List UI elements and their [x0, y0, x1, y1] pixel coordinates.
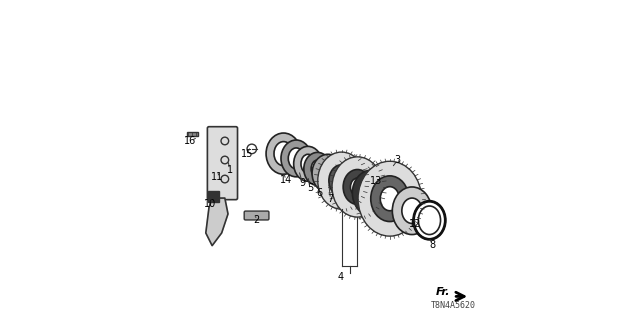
Text: 4: 4 — [337, 272, 344, 282]
Ellipse shape — [419, 206, 440, 235]
Ellipse shape — [294, 146, 322, 181]
Text: 16: 16 — [184, 136, 196, 146]
Ellipse shape — [413, 201, 445, 239]
Ellipse shape — [371, 176, 409, 221]
Text: 1: 1 — [227, 164, 233, 174]
Ellipse shape — [332, 157, 383, 217]
Ellipse shape — [312, 154, 344, 192]
Ellipse shape — [351, 178, 364, 196]
Ellipse shape — [343, 170, 372, 204]
Polygon shape — [206, 198, 228, 246]
Ellipse shape — [311, 160, 324, 178]
Ellipse shape — [301, 154, 315, 173]
FancyBboxPatch shape — [207, 127, 237, 200]
Text: 9: 9 — [300, 178, 306, 188]
Ellipse shape — [304, 152, 331, 185]
Text: 6: 6 — [316, 188, 322, 198]
Text: T8N4A5620: T8N4A5620 — [431, 301, 476, 310]
Text: 12: 12 — [409, 219, 421, 229]
Ellipse shape — [266, 133, 301, 174]
Text: Fr.: Fr. — [435, 287, 450, 297]
Ellipse shape — [358, 161, 422, 236]
Ellipse shape — [380, 187, 399, 211]
Text: 3: 3 — [395, 155, 401, 165]
Ellipse shape — [281, 140, 312, 177]
Text: 15: 15 — [241, 149, 253, 159]
Text: 11: 11 — [211, 172, 223, 182]
FancyBboxPatch shape — [208, 191, 220, 202]
Text: 2: 2 — [253, 215, 260, 225]
Ellipse shape — [362, 181, 381, 205]
Ellipse shape — [329, 165, 355, 196]
Ellipse shape — [320, 163, 336, 184]
Ellipse shape — [288, 148, 304, 169]
Ellipse shape — [353, 170, 390, 216]
Text: 13: 13 — [371, 176, 383, 186]
Ellipse shape — [318, 152, 365, 209]
Ellipse shape — [402, 198, 422, 223]
Text: 14: 14 — [280, 175, 292, 185]
Ellipse shape — [335, 173, 348, 188]
Text: 10: 10 — [204, 199, 216, 209]
Ellipse shape — [274, 142, 293, 166]
Text: 5: 5 — [307, 183, 313, 193]
Ellipse shape — [392, 187, 431, 235]
FancyBboxPatch shape — [244, 211, 269, 220]
FancyBboxPatch shape — [187, 132, 198, 136]
Text: 7: 7 — [327, 194, 333, 204]
Text: 8: 8 — [429, 240, 436, 250]
